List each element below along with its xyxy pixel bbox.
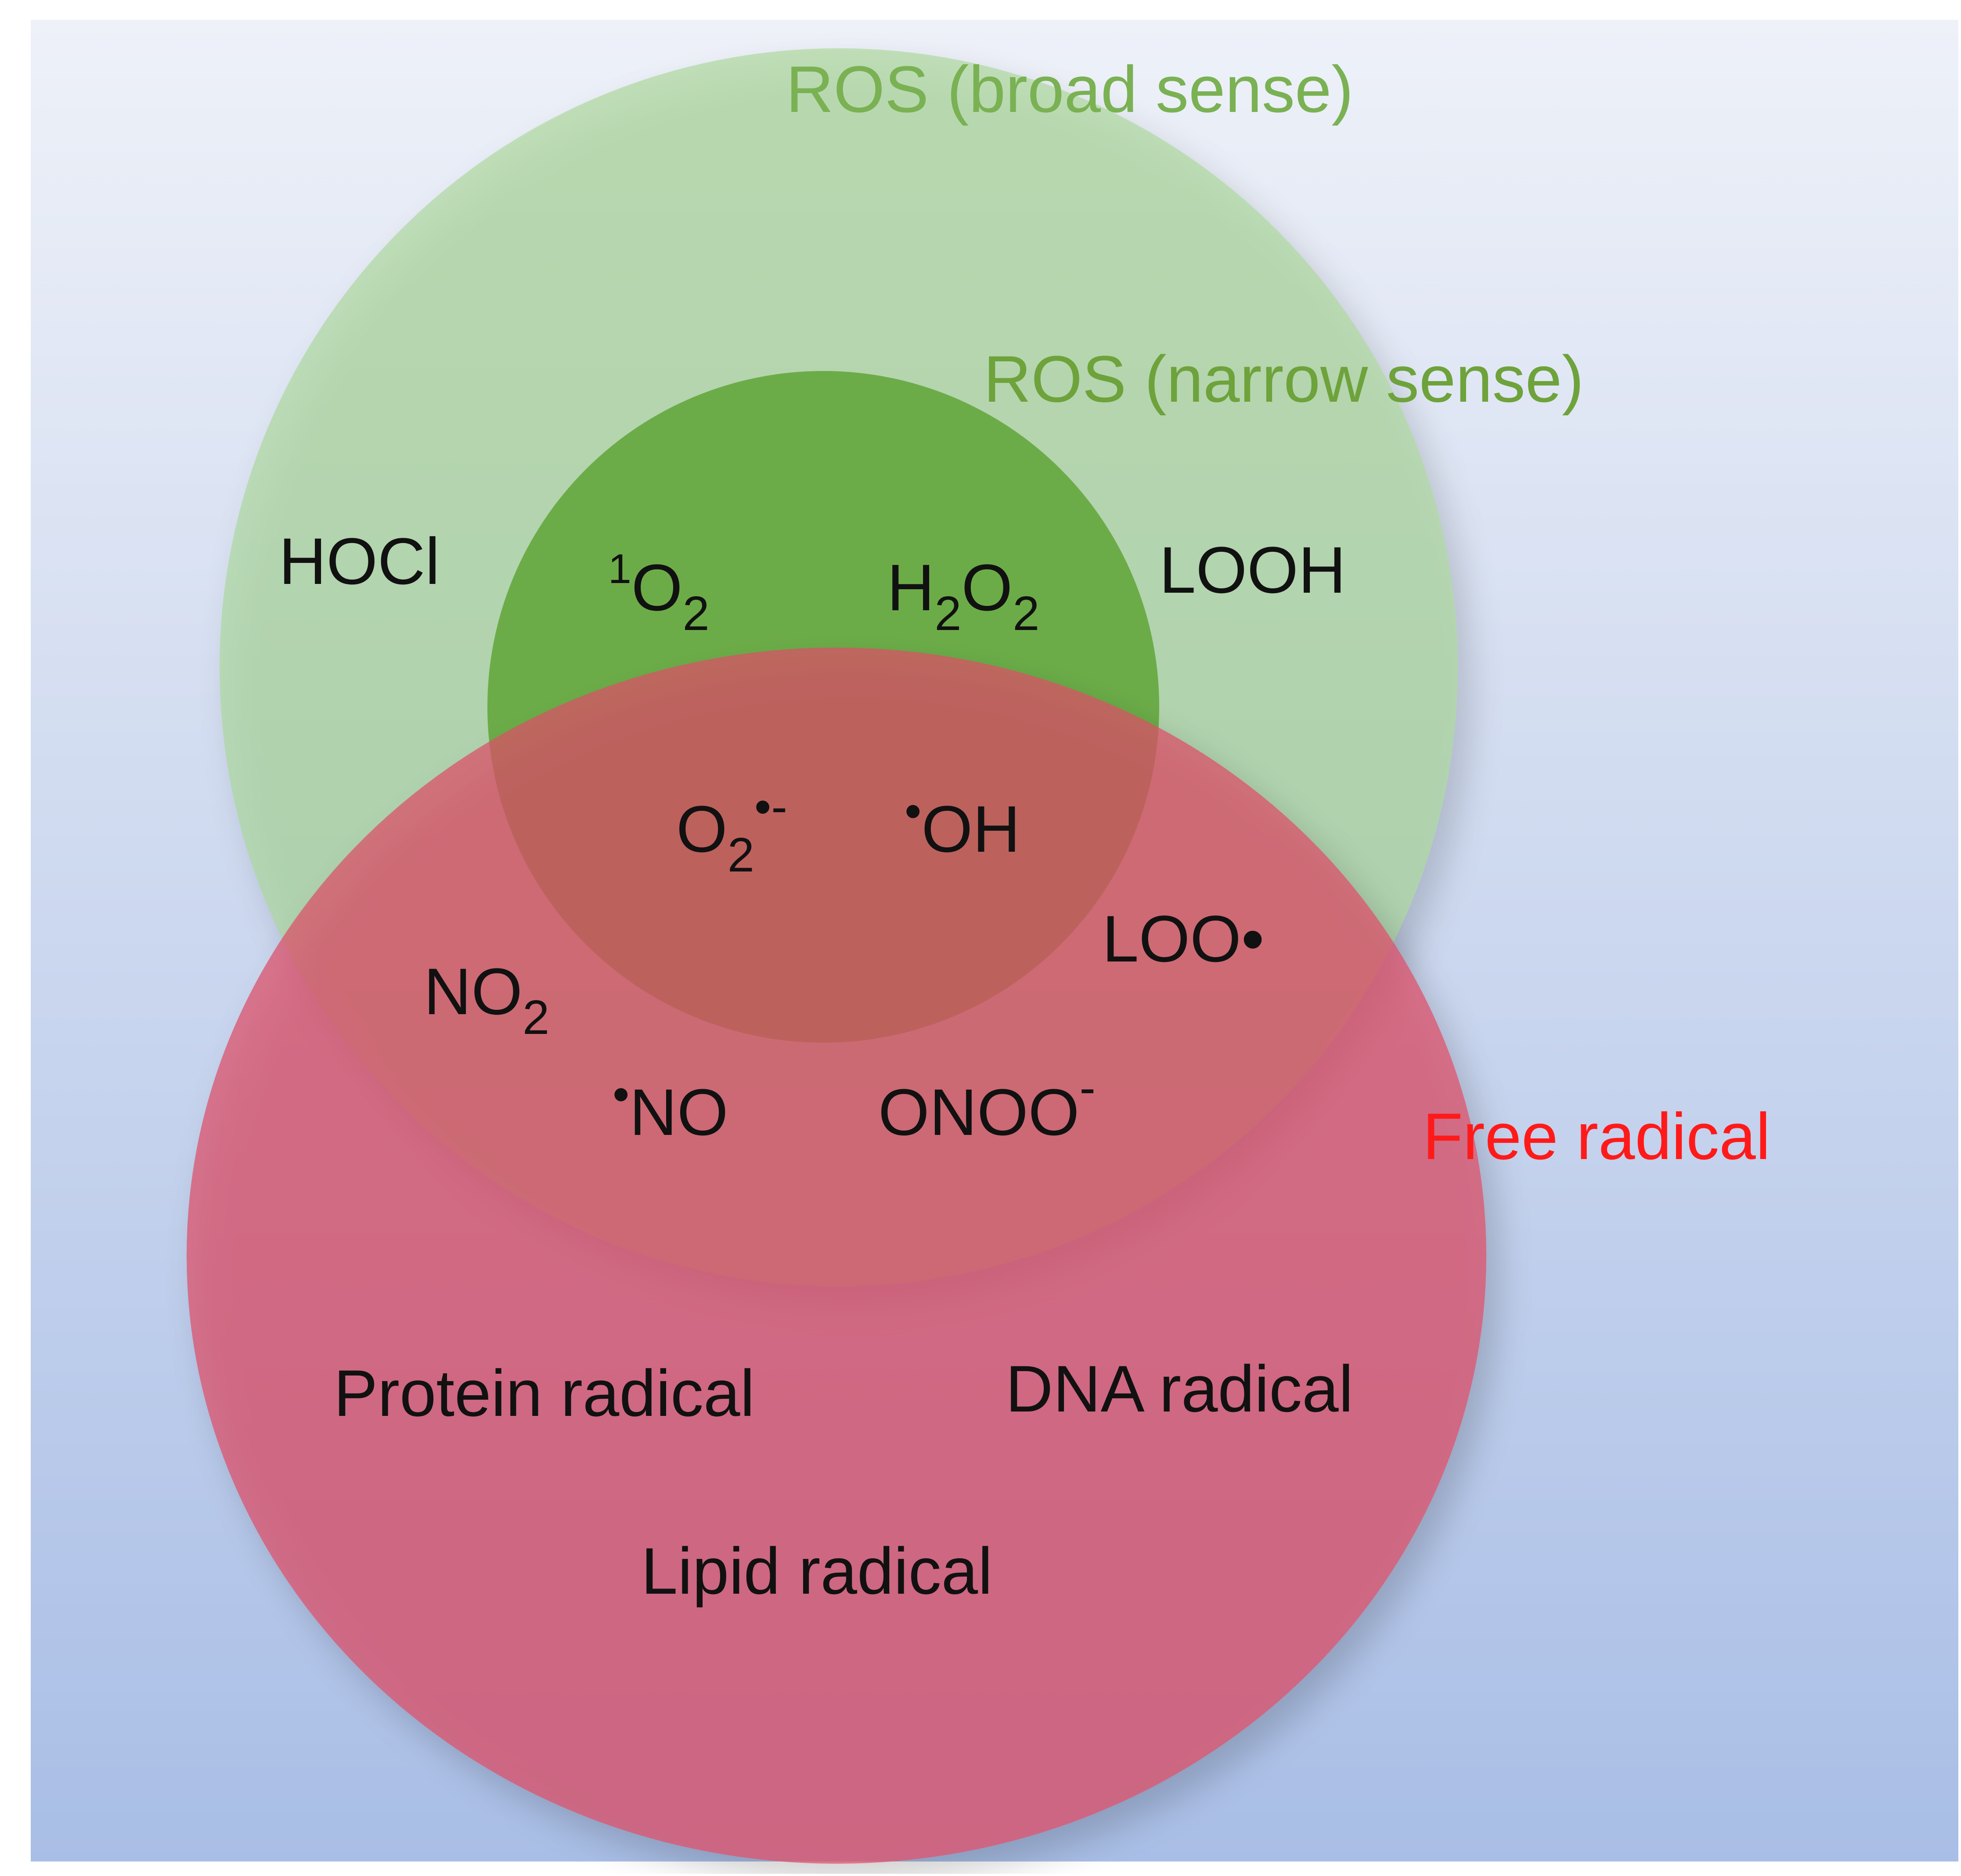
- hocl-label: HOCl: [279, 524, 440, 598]
- protein-radical-label: Protein radical: [334, 1356, 755, 1430]
- h2o2-label: H2O2: [887, 551, 1039, 641]
- h2o2-sub-1: 2: [934, 587, 961, 641]
- singlet-oxygen-subscript: 2: [683, 587, 710, 641]
- nitric-oxide-dot: •: [613, 1067, 630, 1121]
- no2-base: NO: [424, 954, 523, 1028]
- no2-label: NO2: [424, 954, 549, 1044]
- ros-broad-sense-label: ROS (broad sense): [786, 52, 1353, 126]
- superoxide-superscript: •-: [754, 780, 787, 834]
- hydroxyl-label: •OH: [905, 784, 1020, 866]
- nitric-oxide-label: •NO: [613, 1067, 728, 1149]
- singlet-oxygen-superscript: 1: [608, 546, 631, 592]
- hydroxyl-base: OH: [922, 792, 1020, 866]
- free-radical-ellipse: [187, 648, 1486, 1864]
- peroxyl-label: LOO•: [1102, 902, 1264, 976]
- singlet-oxygen-base: O: [631, 551, 683, 624]
- lipid-radical-label: Lipid radical: [641, 1534, 992, 1608]
- dna-radical-label: DNA radical: [1006, 1352, 1353, 1426]
- peroxynitrite-base: ONOO: [878, 1075, 1079, 1149]
- singlet-oxygen-label: 1O2: [608, 546, 710, 641]
- ros-narrow-sense-label: ROS (narrow sense): [984, 342, 1584, 416]
- nitric-oxide-base: NO: [630, 1075, 728, 1149]
- no2-subscript: 2: [523, 990, 549, 1044]
- superoxide-label: O2•-: [676, 780, 787, 882]
- h2o2-o: O: [962, 551, 1013, 624]
- free-radical-label: Free radical: [1423, 1099, 1770, 1173]
- superoxide-subscript: 2: [728, 828, 754, 882]
- h2o2-h: H: [887, 551, 934, 624]
- hydroxyl-dot: •: [905, 784, 922, 838]
- peroxynitrite-superscript: -: [1079, 1061, 1096, 1115]
- h2o2-sub-2: 2: [1013, 587, 1039, 641]
- looh-label: LOOH: [1159, 533, 1346, 607]
- superoxide-base: O: [676, 792, 728, 866]
- peroxynitrite-label: ONOO-: [878, 1061, 1096, 1149]
